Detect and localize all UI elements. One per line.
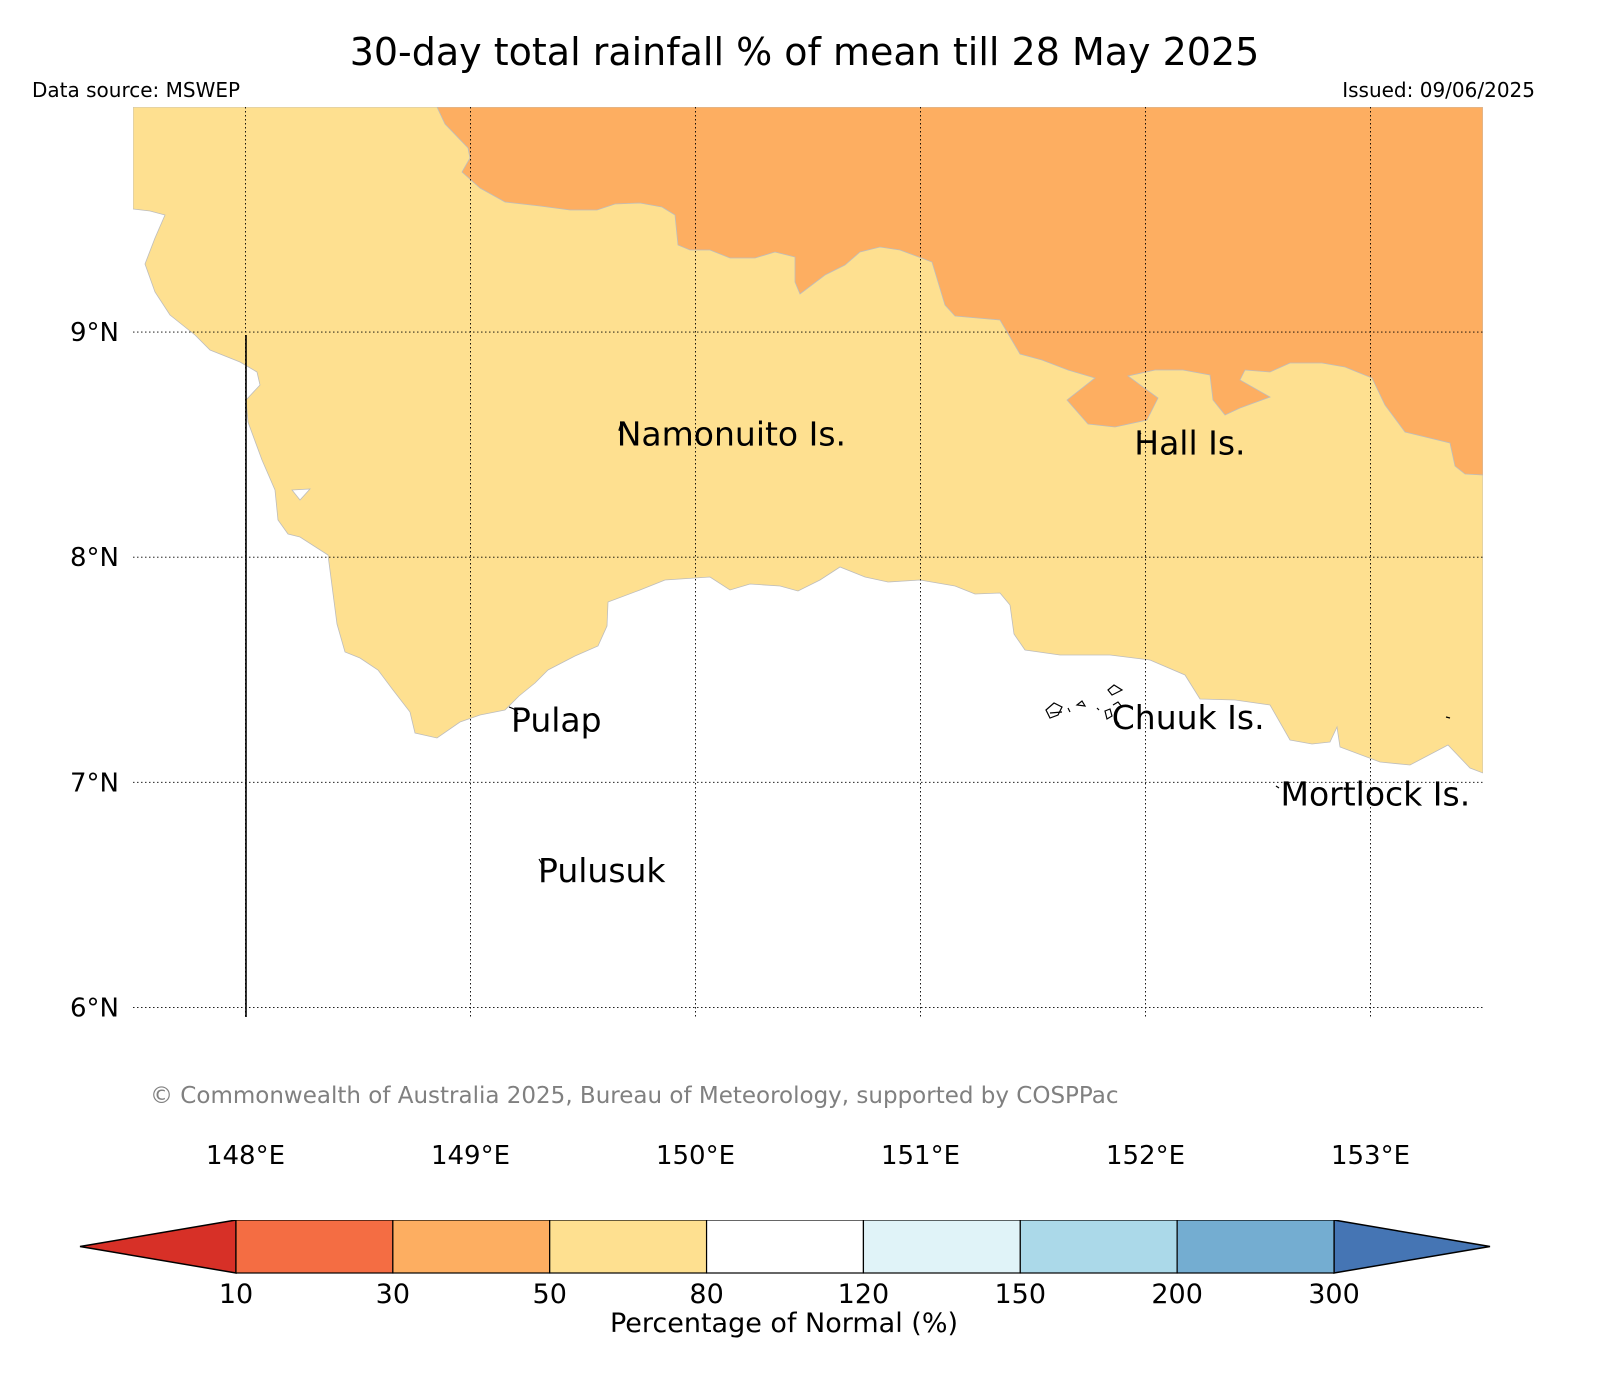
place-label: Hall Is. <box>1134 423 1245 462</box>
colorbar-bin-50-80 <box>549 1220 708 1274</box>
lon-tick-label: 151°E <box>881 1141 960 1171</box>
place-label: Mortlock Is. <box>1281 775 1471 814</box>
island-outlines <box>508 423 1451 865</box>
colorbar-label: Percentage of Normal (%) <box>610 1308 958 1339</box>
pulap-island-shape <box>508 706 519 715</box>
chuuk-island-shape-9 <box>1067 707 1071 713</box>
colorbar-bin-120-150 <box>862 1220 1021 1274</box>
rainfall-map: 9°N 8°N 7°N 6°N 148°E 149°E 150°E 151°E 152°E 15… <box>70 107 1483 1171</box>
place-labels: Namonuito Is. Hall Is. Pulap Chuuk Is. Mortl… <box>511 414 1470 890</box>
copyright-notice: © Commonwealth of Australia 2025, Bureau… <box>150 1083 1119 1109</box>
colorbar-tick-label: 50 <box>533 1279 567 1310</box>
chuuk-island-shape-1 <box>1045 702 1063 719</box>
colorbar-tick-label: 150 <box>995 1279 1047 1310</box>
chuuk-island-shape-4 <box>1107 684 1124 696</box>
map-title: 30-day total rainfall % of mean till 28 … <box>349 30 1260 74</box>
lat-tick-label: 6°N <box>70 993 119 1023</box>
chuuk-island-shape-8 <box>1115 719 1120 725</box>
colorbar-under-arrow <box>79 1220 237 1274</box>
rainfall-fill-layer <box>133 107 1483 1120</box>
place-label: Namonuito Is. <box>617 414 846 453</box>
chuuk-island-shape-2 <box>1049 711 1063 714</box>
place-label: Pulusuk <box>538 851 666 890</box>
gridlines <box>133 107 1483 1017</box>
lat-tick-label: 9°N <box>70 318 119 348</box>
chuuk-island-shape-3 <box>1075 700 1087 707</box>
hall-island-shape <box>1138 431 1142 435</box>
colorbar: 10 30 50 80 120 150 200 300 Percentage of Norma… <box>79 1220 1491 1339</box>
region-30-50-percent <box>436 107 1483 476</box>
place-label: Pulap <box>511 700 602 739</box>
colorbar-bin-10-30 <box>235 1220 394 1274</box>
colorbar-tick-label: 10 <box>219 1279 253 1310</box>
colorbar-tick-label: 30 <box>376 1279 410 1310</box>
colorbar-bin-200-300 <box>1176 1220 1335 1274</box>
lon-tick-label: 149°E <box>431 1141 510 1171</box>
issued-date-label: Issued: 09/06/2025 <box>1342 78 1535 102</box>
lon-tick-label: 150°E <box>656 1141 735 1171</box>
namonuito-island-shape <box>618 423 623 432</box>
data-source-label: Data source: MSWEP <box>32 78 241 102</box>
colorbar-tick-label: 300 <box>1308 1279 1360 1310</box>
lat-tick-label: 7°N <box>70 768 119 798</box>
colorbar-tick-label: 80 <box>689 1279 723 1310</box>
colorbar-tick-labels: 10 30 50 80 120 150 200 300 <box>219 1279 1360 1310</box>
colorbar-over-arrow <box>1333 1220 1491 1274</box>
longitude-labels: 148°E 149°E 150°E 151°E 152°E 153°E <box>206 1141 1410 1171</box>
colorbar-bin-150-200 <box>1019 1220 1178 1274</box>
chuuk-island-shape-7 <box>1096 707 1100 711</box>
chuuk-island-shape-5 <box>1104 708 1113 720</box>
lat-tick-label: 8°N <box>70 543 119 573</box>
colorbar-bin-80-120 <box>705 1220 865 1274</box>
lon-tick-label: 153°E <box>1331 1141 1410 1171</box>
colorbar-tick-label: 200 <box>1151 1279 1203 1310</box>
colorbar-bins <box>79 1220 1491 1274</box>
latitude-labels: 9°N 8°N 7°N 6°N <box>70 318 119 1023</box>
colorbar-tick-label: 120 <box>838 1279 890 1310</box>
coastline-pocket <box>291 488 311 501</box>
chuuk-island-shape-6 <box>1112 701 1123 708</box>
lon-tick-label: 152°E <box>1106 1141 1185 1171</box>
place-label: Chuuk Is. <box>1112 698 1265 737</box>
pulusuk-island-shape <box>538 858 543 865</box>
lon-tick-label: 148°E <box>206 1141 285 1171</box>
mortlock-island-shape <box>1275 785 1280 789</box>
colorbar-bin-30-50 <box>392 1220 551 1274</box>
east-islet-shape <box>1445 716 1451 719</box>
